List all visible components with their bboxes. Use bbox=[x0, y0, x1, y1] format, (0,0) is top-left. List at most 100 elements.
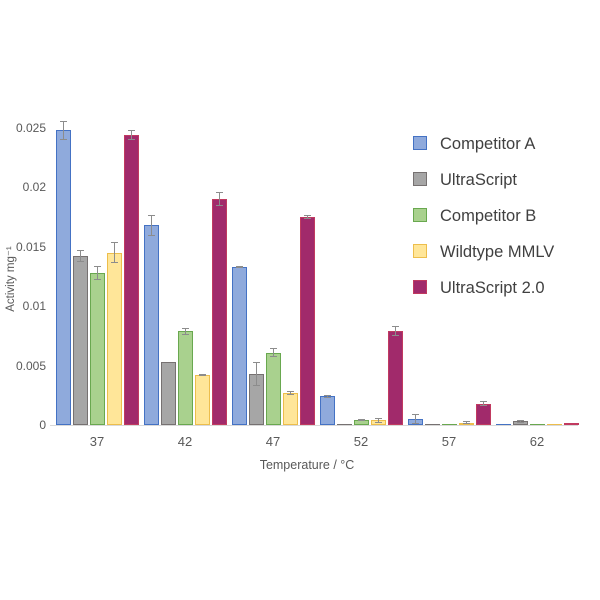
competitor-a-error-bar-42 bbox=[150, 214, 152, 237]
competitor-a-swatch-icon bbox=[413, 136, 427, 150]
legend-label-ultrascript: UltraScript bbox=[440, 171, 518, 189]
competitor-b-error-bar-52 bbox=[360, 419, 362, 422]
wildtype-mmlv-bar-37 bbox=[106, 252, 122, 425]
wildtype-mmlv-error-cap-top-42 bbox=[198, 373, 206, 375]
competitor-a-error-cap-bottom-37 bbox=[59, 138, 67, 140]
competitor-b-error-cap-top-47 bbox=[269, 347, 277, 349]
wildtype-mmlv-error-cap-bottom-37 bbox=[110, 262, 118, 264]
competitor-a-bar-47 bbox=[231, 266, 247, 425]
legend-item-competitor-a: Competitor A bbox=[413, 135, 593, 153]
wildtype-mmlv-bar-47 bbox=[282, 392, 298, 425]
ultrascript-error-cap-bottom-47 bbox=[252, 384, 260, 386]
ultrascript-2-0-error-bar-57 bbox=[482, 401, 484, 406]
competitor-a-error-cap-top-57 bbox=[411, 414, 419, 416]
y-tick-label: 0.01 bbox=[22, 299, 46, 314]
ultrascript-bar-52 bbox=[336, 423, 352, 425]
ultrascript-2-0-error-cap-bottom-42 bbox=[215, 205, 223, 207]
ultrascript-2-0-error-bar-47 bbox=[306, 214, 308, 220]
legend-item-ultrascript-2-0: UltraScript 2.0 bbox=[413, 279, 593, 297]
ultrascript-2-0-error-cap-top-42 bbox=[215, 192, 223, 194]
competitor-a-error-cap-top-47 bbox=[235, 265, 243, 267]
ultrascript-error-cap-top-37 bbox=[76, 250, 84, 252]
wildtype-mmlv-error-cap-top-47 bbox=[286, 390, 294, 392]
competitor-a-error-bar-57 bbox=[414, 414, 416, 424]
competitor-a-bar-52 bbox=[319, 396, 335, 425]
ultrascript-2-0-bar-37 bbox=[123, 135, 139, 425]
ultrascript-2-0-error-cap-bottom-57 bbox=[479, 404, 487, 406]
wildtype-mmlv-swatch-icon bbox=[413, 244, 427, 258]
ultrascript-bar-57 bbox=[424, 424, 440, 425]
wildtype-mmlv-error-cap-bottom-57 bbox=[462, 422, 470, 424]
x-tick-label: 37 bbox=[89, 434, 105, 449]
ultrascript-2-0-error-cap-top-47 bbox=[303, 214, 311, 216]
competitor-b-error-cap-bottom-52 bbox=[357, 420, 365, 422]
ultrascript-2-0-bar-47 bbox=[299, 217, 315, 425]
competitor-a-bar-42 bbox=[143, 225, 159, 425]
competitor-a-error-bar-47 bbox=[238, 265, 240, 269]
wildtype-mmlv-bar-62 bbox=[546, 424, 562, 425]
wildtype-mmlv-error-bar-52 bbox=[377, 417, 379, 423]
competitor-b-bar-37 bbox=[89, 272, 105, 425]
ultrascript-2-0-error-cap-bottom-37 bbox=[127, 138, 135, 140]
x-tick-label: 62 bbox=[529, 434, 545, 449]
y-tick-label: 0.02 bbox=[22, 180, 46, 195]
competitor-b-swatch-icon bbox=[413, 208, 427, 222]
wildtype-mmlv-error-bar-42 bbox=[201, 373, 203, 377]
competitor-b-error-bar-42 bbox=[184, 327, 186, 335]
wildtype-mmlv-bar-42 bbox=[194, 375, 210, 425]
y-tick-label: 0 bbox=[39, 418, 46, 432]
wildtype-mmlv-bar-57 bbox=[458, 422, 474, 425]
wildtype-mmlv-error-bar-37 bbox=[113, 242, 115, 264]
ultrascript-2-0-error-cap-bottom-47 bbox=[303, 218, 311, 220]
ultrascript-error-cap-top-47 bbox=[252, 362, 260, 364]
ultrascript-bar-42 bbox=[160, 362, 176, 425]
wildtype-mmlv-error-cap-top-37 bbox=[110, 242, 118, 244]
x-axis-title: Temperature / °C bbox=[259, 458, 355, 472]
ultrascript-2-0-error-cap-bottom-52 bbox=[391, 334, 399, 336]
wildtype-mmlv-error-cap-top-57 bbox=[462, 421, 470, 423]
ultrascript-error-bar-37 bbox=[79, 250, 81, 263]
competitor-a-error-cap-bottom-47 bbox=[235, 267, 243, 269]
competitor-b-error-cap-top-37 bbox=[93, 265, 101, 267]
competitor-a-error-cap-bottom-57 bbox=[411, 422, 419, 424]
ultrascript-2-0-swatch-icon bbox=[413, 280, 427, 294]
x-tick-label: 57 bbox=[441, 434, 457, 449]
y-tick-label: 0.005 bbox=[15, 358, 46, 373]
ultrascript-2-0-error-cap-top-57 bbox=[479, 401, 487, 403]
ultrascript-2-0-bar-62 bbox=[563, 423, 579, 425]
legend-item-wildtype-mmlv: Wildtype MMLV bbox=[413, 243, 593, 261]
ultrascript-2-0-error-bar-52 bbox=[394, 326, 396, 336]
ultrascript-2-0-error-cap-top-52 bbox=[391, 326, 399, 328]
ultrascript-2-0-bar-52 bbox=[387, 331, 403, 425]
legend-item-ultrascript: UltraScript bbox=[413, 171, 593, 189]
ultrascript-error-cap-bottom-62 bbox=[516, 421, 524, 423]
wildtype-mmlv-error-cap-bottom-52 bbox=[374, 421, 382, 423]
legend-label-competitor-a: Competitor A bbox=[440, 135, 536, 153]
competitor-b-error-cap-bottom-37 bbox=[93, 279, 101, 281]
ultrascript-error-cap-bottom-37 bbox=[76, 261, 84, 263]
competitor-b-bar-62 bbox=[529, 423, 545, 425]
x-tick-label: 42 bbox=[177, 434, 193, 449]
ultrascript-error-bar-47 bbox=[255, 362, 257, 386]
ultrascript-2-0-bar-57 bbox=[475, 403, 491, 425]
y-tick-label: 0.025 bbox=[15, 121, 46, 135]
competitor-a-bar-62 bbox=[495, 423, 511, 425]
ultrascript-2-0-bar-42 bbox=[211, 199, 227, 425]
competitor-b-bar-47 bbox=[265, 352, 281, 425]
legend-item-competitor-b: Competitor B bbox=[413, 207, 593, 225]
competitor-a-error-cap-bottom-42 bbox=[147, 235, 155, 237]
competitor-a-error-cap-top-37 bbox=[59, 120, 67, 122]
legend-label-wildtype-mmlv: Wildtype MMLV bbox=[440, 243, 555, 261]
competitor-b-error-cap-top-52 bbox=[357, 419, 365, 421]
ultrascript-error-bar-62 bbox=[519, 420, 521, 423]
y-tick-label: 0.015 bbox=[15, 239, 46, 254]
wildtype-mmlv-error-bar-47 bbox=[289, 390, 291, 396]
competitor-a-error-cap-top-52 bbox=[323, 395, 331, 397]
ultrascript-error-cap-top-62 bbox=[516, 420, 524, 422]
competitor-b-error-cap-bottom-47 bbox=[269, 356, 277, 358]
competitor-a-error-cap-bottom-52 bbox=[323, 396, 331, 398]
ultrascript-2-0-error-bar-37 bbox=[130, 130, 132, 140]
x-tick-label: 47 bbox=[265, 434, 281, 449]
competitor-b-bar-57 bbox=[441, 423, 457, 425]
